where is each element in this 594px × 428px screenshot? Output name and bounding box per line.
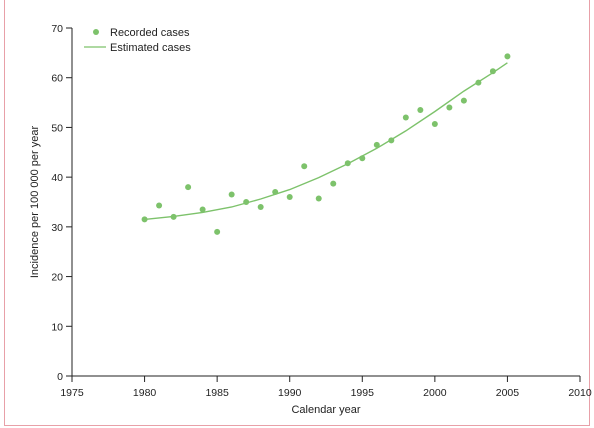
recorded-cases-points-group [141,53,511,235]
x-tick-label: 1995 [351,387,375,399]
recorded-case-point [199,206,206,213]
y-tick-label: 60 [51,73,63,85]
legend: Recorded cases Estimated cases [84,27,191,54]
recorded-case-point [373,141,380,148]
recorded-case-point [141,216,148,223]
estimated-cases-line [144,62,508,221]
estimated-cases-line-group [144,62,508,221]
recorded-case-point [315,195,322,202]
recorded-case-point [359,155,366,162]
chart-frame [4,0,590,426]
y-tick-label: 10 [51,321,63,333]
y-tick-label: 20 [51,272,63,284]
recorded-case-point [475,79,482,86]
legend-recorded-marker [93,29,99,35]
recorded-case-point [185,184,192,191]
recorded-case-point [417,107,424,114]
recorded-case-point [170,213,177,220]
legend-estimated-label: Estimated cases [110,42,191,54]
axes [71,28,580,377]
recorded-case-point [214,228,221,235]
recorded-case-point [504,53,511,60]
recorded-case-point [243,199,250,205]
recorded-case-point [388,137,395,144]
x-tick-label: 1975 [60,387,84,399]
x-tick-label: 2005 [496,387,520,399]
recorded-case-point [402,114,409,121]
y-tick-label: 70 [51,23,63,35]
y-ticks: 0 10 20 30 40 50 60 70 [51,23,72,383]
recorded-case-point [286,194,293,201]
x-ticks: 1975 1980 1985 1990 1995 2000 2005 2010 [60,376,592,399]
y-axis-title: Incidence per 100 000 per year [29,126,41,279]
recorded-case-point [489,68,496,75]
recorded-case-point [460,97,467,104]
recorded-case-point [156,202,163,209]
y-tick-label: 0 [57,371,63,383]
recorded-case-point [344,160,351,167]
recorded-case-point [228,191,235,198]
y-tick-label: 30 [51,222,63,234]
y-tick-label: 50 [51,122,63,134]
recorded-case-point [272,189,279,196]
recorded-case-point [446,104,453,111]
x-tick-label: 2000 [423,387,447,399]
x-tick-label: 1990 [278,387,302,399]
x-tick-label: 1985 [205,387,229,399]
recorded-case-point [301,163,308,170]
legend-recorded-label: Recorded cases [110,27,190,39]
y-tick-label: 40 [51,172,63,184]
recorded-case-point [330,180,337,187]
x-axis-title: Calendar year [291,404,360,416]
x-tick-label: 1980 [133,387,157,399]
recorded-case-point [257,203,264,210]
x-tick-label: 2010 [568,387,592,399]
recorded-case-point [431,120,438,127]
